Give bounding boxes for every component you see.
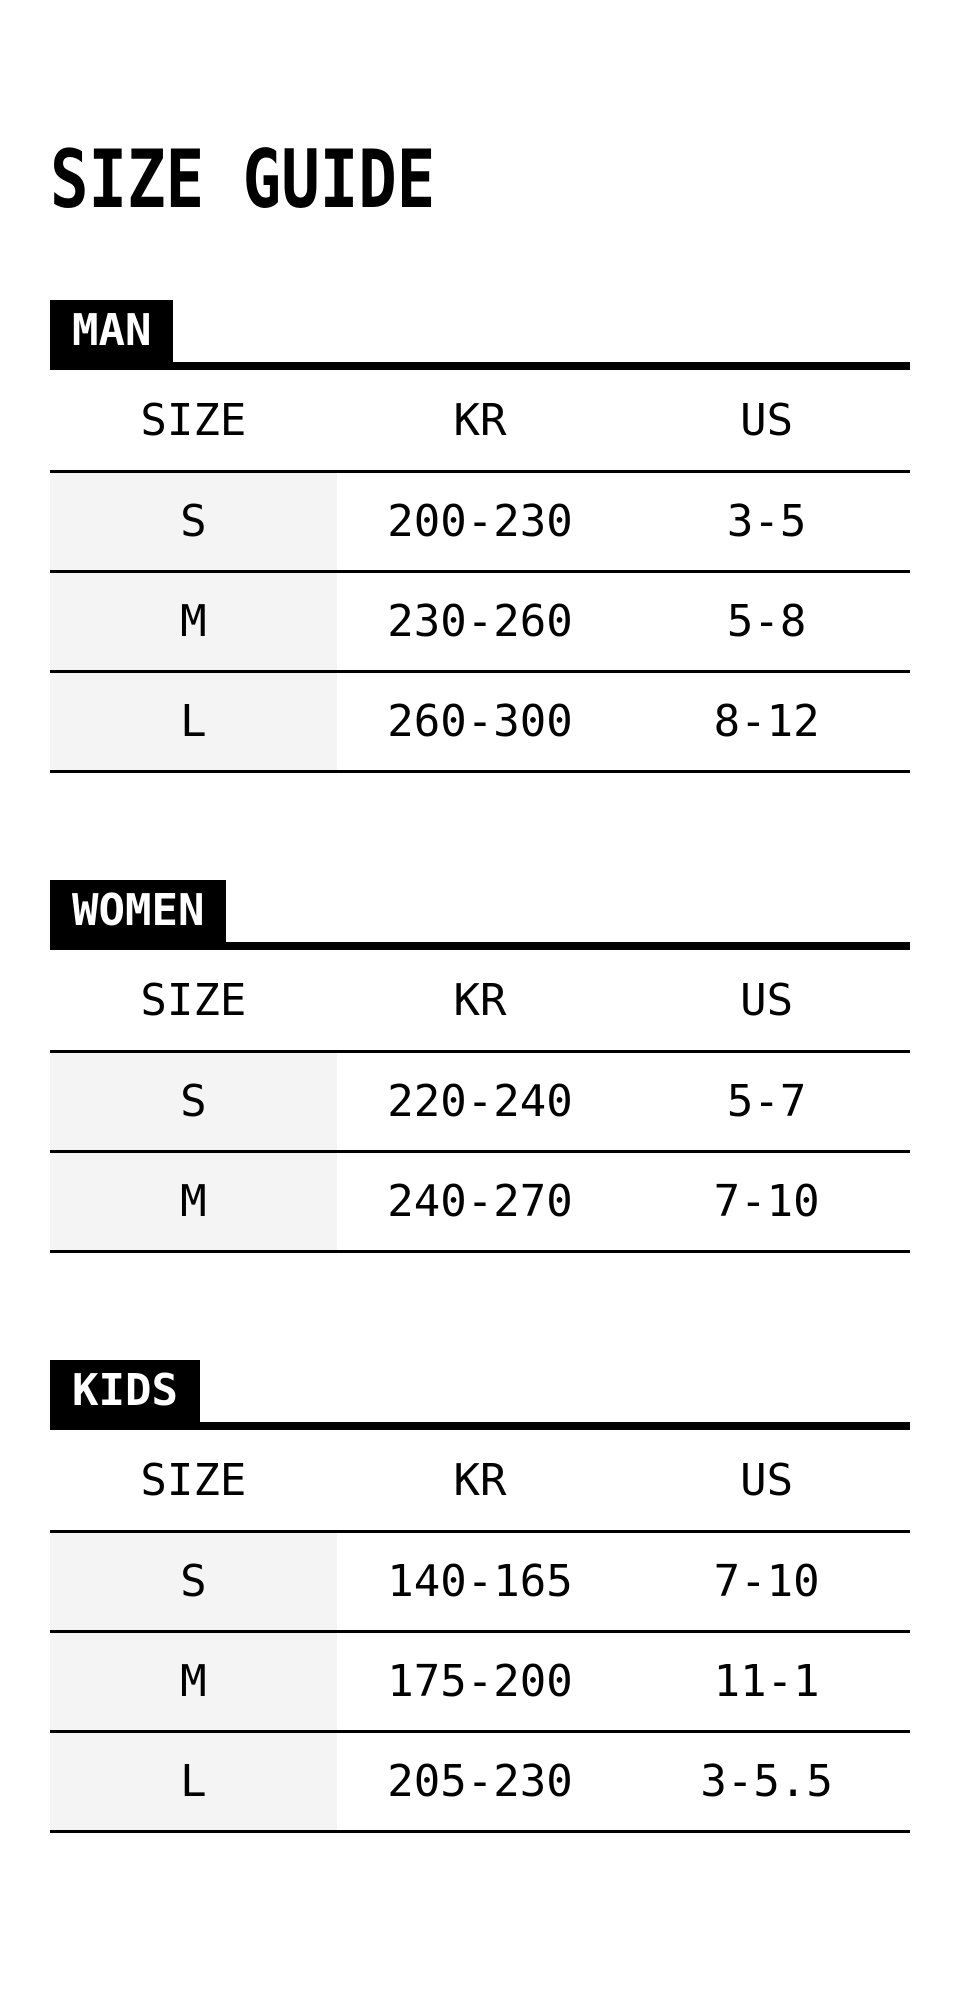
table-row: S 140-165 7-10 [50, 1533, 910, 1633]
cell-us: 5-8 [726, 596, 807, 647]
section-man-header-row: SIZE KR US [50, 370, 910, 473]
table-row: S 220-240 5-7 [50, 1053, 910, 1153]
column-header-kr: KR [453, 974, 507, 1026]
cell-size: S [50, 1533, 337, 1630]
section-kids-tab-label: KIDS [50, 1360, 200, 1422]
cell-size: M [50, 573, 337, 670]
cell-size: S [50, 473, 337, 570]
cell-kr: 260-300 [387, 696, 573, 747]
cell-size: S [50, 1053, 337, 1150]
section-man: MAN SIZE KR US S 200-230 3-5 M 230-260 5… [50, 300, 910, 773]
column-header-size: SIZE [140, 974, 247, 1026]
cell-kr: 230-260 [387, 596, 573, 647]
section-man-tab-label: MAN [50, 300, 174, 362]
table-row: M 240-270 7-10 [50, 1153, 910, 1253]
column-header-kr: KR [453, 1454, 507, 1506]
cell-us: 11-1 [713, 1656, 820, 1707]
cell-us: 5-7 [726, 1076, 807, 1127]
section-man-tab-row: MAN [50, 300, 910, 370]
section-women: WOMEN SIZE KR US S 220-240 5-7 M 240-270… [50, 880, 910, 1253]
cell-size: L [50, 673, 337, 770]
cell-us: 8-12 [713, 696, 820, 747]
cell-kr: 140-165 [387, 1556, 573, 1607]
cell-size: M [50, 1153, 337, 1250]
cell-us: 3-5 [726, 496, 807, 547]
cell-kr: 220-240 [387, 1076, 573, 1127]
section-kids: KIDS SIZE KR US S 140-165 7-10 M 175-200… [50, 1360, 910, 1833]
section-women-header-row: SIZE KR US [50, 950, 910, 1053]
cell-kr: 240-270 [387, 1176, 573, 1227]
cell-us: 3-5.5 [700, 1756, 833, 1807]
column-header-us: US [740, 974, 794, 1026]
column-header-us: US [740, 394, 794, 446]
table-row: M 230-260 5-8 [50, 573, 910, 673]
table-row: M 175-200 11-1 [50, 1633, 910, 1733]
cell-us: 7-10 [713, 1176, 820, 1227]
column-header-us: US [740, 1454, 794, 1506]
column-header-size: SIZE [140, 1454, 247, 1506]
cell-us: 7-10 [713, 1556, 820, 1607]
size-guide-page: SIZE GUIDE MAN SIZE KR US S 200-230 3-5 … [50, 0, 910, 1833]
table-row: S 200-230 3-5 [50, 473, 910, 573]
section-kids-tab-row: KIDS [50, 1360, 910, 1430]
section-women-tab-row: WOMEN [50, 880, 910, 950]
section-kids-header-row: SIZE KR US [50, 1430, 910, 1533]
cell-kr: 175-200 [387, 1656, 573, 1707]
table-row: L 205-230 3-5.5 [50, 1733, 910, 1833]
page-title: SIZE GUIDE [50, 133, 436, 226]
section-women-tab-label: WOMEN [50, 880, 227, 942]
cell-kr: 205-230 [387, 1756, 573, 1807]
column-header-kr: KR [453, 394, 507, 446]
table-row: L 260-300 8-12 [50, 673, 910, 773]
cell-kr: 200-230 [387, 496, 573, 547]
cell-size: L [50, 1733, 337, 1830]
column-header-size: SIZE [140, 394, 247, 446]
cell-size: M [50, 1633, 337, 1730]
